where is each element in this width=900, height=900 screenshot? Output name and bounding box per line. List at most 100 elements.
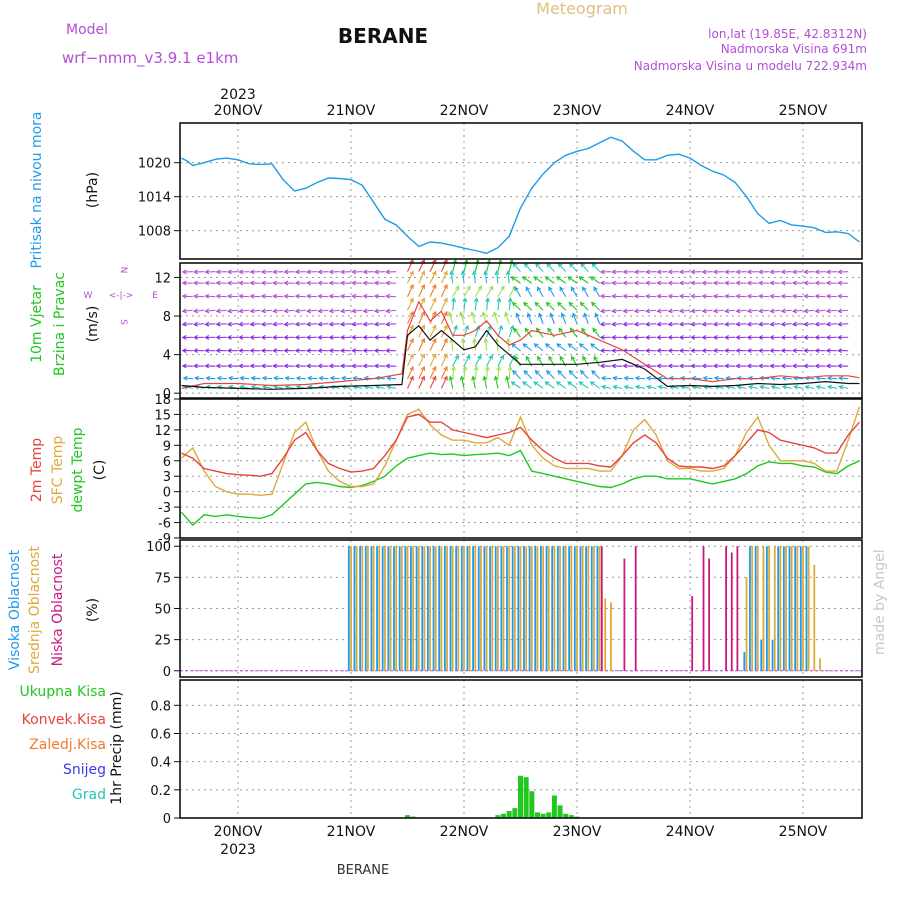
wind-arrow-head [837,363,843,369]
watermark-text: made by Angel [872,549,888,655]
wind-arrow-head [724,321,730,327]
wind-arrow [195,377,205,380]
wind-arrow [827,386,838,389]
wind-arrow [583,313,589,324]
wind-arrow-head [443,375,448,381]
wind-arrow-head [482,375,488,381]
wind-arrow-head [226,308,232,314]
wind-arrow-head [328,308,334,314]
wind-arrow-head [483,270,489,276]
wind-arrow-head [459,375,465,381]
wind-arrow-head [623,375,629,381]
wind-arrow [486,325,491,338]
wind-arrow-head [701,348,707,354]
wind-arrow [702,295,713,298]
wind-arrow-head [215,308,221,314]
wind-arrow-head [701,280,707,286]
wind-arrow [440,338,448,351]
wind-arrow [593,356,601,367]
wind-arrow-head [447,311,453,317]
wind-arrow [838,323,849,325]
wind-arrow [804,309,815,312]
wind-arrow [407,271,414,284]
wind-arrow-head [238,280,244,286]
wind-arrow [329,295,340,298]
temp-sfc-label: SFC Temp [50,436,66,505]
wind-arrow-head [548,355,553,361]
wind-arrow-head [757,293,763,299]
wind-arrow [440,325,448,338]
wind-arrow-head [634,375,640,381]
wind-arrow [781,323,792,325]
wind-arrow-head [735,293,741,299]
wind-arrow-head [656,293,662,299]
wind-arrow [274,386,284,389]
wind-arrow-head [215,363,221,369]
wind-arrow [657,295,668,298]
top-day-labels: 20NOV 21NOV 22NOV 23NOV 24NOV 25NOV [214,103,828,119]
wind-arrow [703,377,713,380]
wind-arrow [459,312,465,324]
wind-arrow [261,295,272,298]
wind-arrow [273,323,284,325]
wind-arrow [418,259,425,272]
wind-arrow-head [385,335,391,340]
wind-arrow [418,311,425,324]
wind-arrow [668,295,679,298]
wind-arrow [352,323,363,325]
y-tick-label: 9 [163,439,171,454]
wind-arrow-head [724,335,730,340]
wind-arrow-head [690,293,696,299]
day-label-bottom: 23NOV [553,824,602,840]
wind-arrow [353,386,363,389]
y-tick-label: 1020 [138,157,171,172]
wind-arrow-head [593,355,598,361]
wind-arrow-head [204,335,210,340]
wind-arrow-head [814,321,820,327]
precip-bar [540,813,546,818]
wind-arrow-head [373,293,379,299]
wind-arrow-head [339,308,345,314]
wind-arrow-head [385,308,391,314]
coordinates-text: lon,lat (19.85E, 42.8312N) [708,27,867,41]
wind-arrow [523,302,533,311]
wind-arrow-head [746,308,752,314]
wind-arrow [646,309,657,312]
wind-arrow-head [814,335,820,340]
wind-arrow-head [557,369,563,375]
wind-arrow [508,298,512,311]
legend-total-rain: Ukupna Kisa [19,684,106,700]
wind-arrow-head [572,312,577,318]
wind-arrow-head [273,375,279,381]
wind-arrow [240,377,250,380]
wind-arrow [826,323,837,325]
wind-arrow-head [838,384,844,390]
wind-arrow [646,295,657,298]
wind-arrow-head [420,297,426,303]
wind-arrow [508,366,511,379]
wind-arrow [747,323,758,325]
wind-arrow-head [451,365,456,371]
wind-arrow-head [294,269,300,275]
wind-arrow-head [690,280,696,286]
wind-arrow-head [226,335,232,340]
wind-arrow-head [464,324,470,330]
wind-arrow [340,309,352,312]
wind-arrow-head [633,293,639,299]
temp-2m-label: 2m Temp [29,438,45,502]
wind-arrow [484,271,488,284]
wind-arrow-head [443,337,448,343]
wind-arrow-head [238,269,244,275]
wind-arrow [547,328,555,338]
wind-arrow-head [329,375,335,381]
wind-arrow-head [656,321,662,327]
wind-arrow-head [622,335,628,340]
wind-arrow-head [409,283,414,289]
wind-arrow [580,302,589,311]
wind-arrow-head [420,353,426,359]
wind-arrow-head [432,297,437,303]
precip-panel: Ukupna Kisa Konvek.Kisa Zaledj.Kisa Snij… [19,684,125,805]
precip-bar [523,777,529,818]
wind-arrow-head [667,308,673,314]
wind-arrow-head [544,381,550,386]
